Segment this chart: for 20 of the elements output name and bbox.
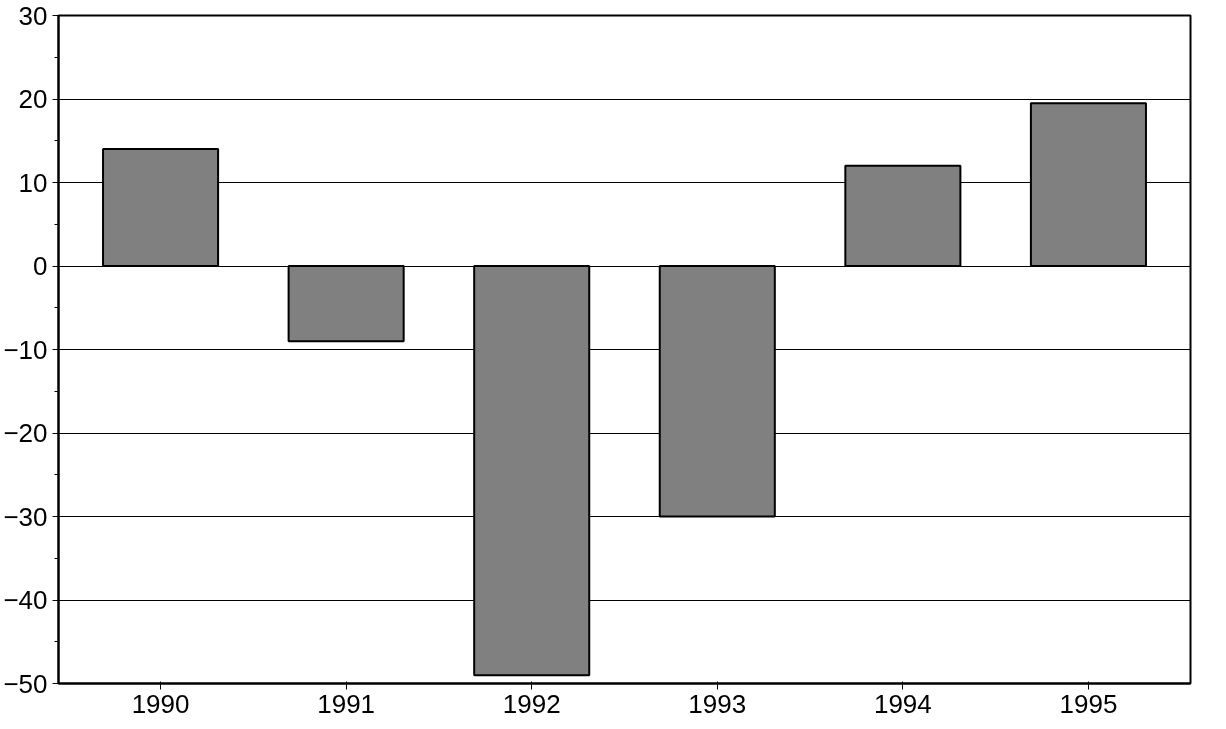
y-tick-label: −10 <box>3 334 48 365</box>
bar <box>102 148 220 267</box>
y-tick-label: −30 <box>3 501 48 532</box>
x-tick-label: 1991 <box>317 688 376 719</box>
x-tick-label: 1993 <box>688 688 747 719</box>
x-tick-label: 1995 <box>1059 688 1118 719</box>
y-tick-label: −20 <box>3 418 48 448</box>
x-tick-label: 1994 <box>873 688 932 719</box>
y-tick-label: 20 <box>18 84 48 114</box>
x-tick-label: 1992 <box>502 688 561 719</box>
y-tick-label: 30 <box>18 0 48 31</box>
y-tick-label: 10 <box>18 167 48 198</box>
bar <box>658 265 776 518</box>
x-tick-label: 1990 <box>131 688 190 719</box>
y-tick-label: −50 <box>3 668 48 699</box>
bar <box>287 265 405 343</box>
bar <box>1029 102 1147 267</box>
bar <box>844 164 962 267</box>
y-tick-label: −40 <box>3 585 48 615</box>
y-tick-label: 0 <box>33 251 48 281</box>
